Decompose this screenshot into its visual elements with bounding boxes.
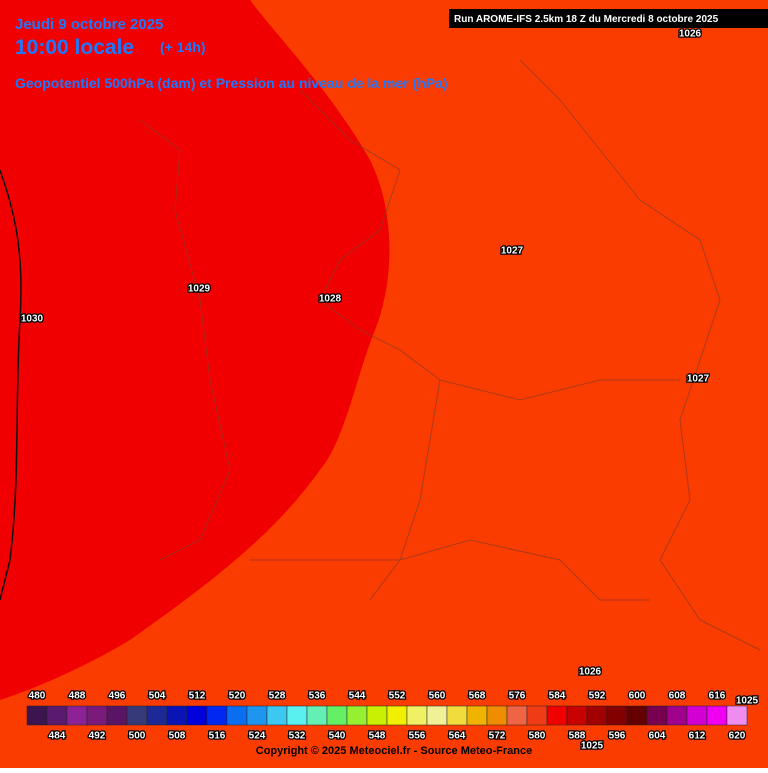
scale-swatch [486, 705, 508, 726]
scale-swatch [466, 705, 488, 726]
scale-label: 608 [669, 691, 686, 702]
scale-swatch [106, 705, 128, 726]
borders [139, 59, 761, 651]
copyright: Copyright © 2025 Meteociel.fr - Source M… [256, 745, 532, 757]
scale-swatch [426, 705, 448, 726]
scale-label: 528 [269, 691, 286, 702]
scale-label: 504 [149, 691, 166, 702]
scale-swatch [586, 705, 608, 726]
scale-swatch [706, 705, 728, 726]
scale-label: 588 [569, 731, 586, 742]
scale-swatch [626, 705, 648, 726]
scale-label: 572 [489, 731, 506, 742]
scale-swatch [86, 705, 108, 726]
scale-swatch [326, 705, 348, 726]
scale-label: 612 [689, 731, 706, 742]
scale-swatch [166, 705, 188, 726]
scale-swatch [266, 705, 288, 726]
date-label: Jeudi 9 octobre 2025 [15, 16, 163, 33]
scale-label: 544 [349, 691, 366, 702]
scale-swatch [546, 705, 568, 726]
run-label: Run AROME-IFS 2.5km 18 Z du Mercredi 8 o… [454, 14, 719, 25]
run-box [449, 9, 768, 28]
scale-label: 496 [109, 691, 126, 702]
scale-label: 616 [709, 691, 726, 702]
scale-label: 604 [649, 731, 666, 742]
scale-swatch [686, 705, 708, 726]
scale-label: 480 [29, 691, 46, 702]
red-region [0, 0, 390, 700]
scale-label: 584 [549, 691, 566, 702]
scale-swatch [386, 705, 408, 726]
scale-swatch [306, 705, 328, 726]
isobar-label: 1025 [581, 741, 604, 752]
scale-swatch [286, 705, 308, 726]
isobar-label: 1028 [319, 294, 342, 305]
scale-swatch [246, 705, 268, 726]
scale-swatch [66, 705, 88, 726]
scale-swatch [526, 705, 548, 726]
scale-label: 484 [49, 731, 66, 742]
scale-swatch [606, 705, 628, 726]
scale-label: 532 [289, 731, 306, 742]
scale-label: 568 [469, 691, 486, 702]
scale-label: 516 [209, 731, 226, 742]
time-label: 10:00 locale [15, 36, 134, 59]
scale-label: 592 [589, 691, 606, 702]
scale-label: 552 [389, 691, 406, 702]
scale-label: 492 [89, 731, 106, 742]
isobar-label: 1025 [736, 696, 759, 707]
scale-label: 524 [249, 731, 266, 742]
scale-swatch [26, 705, 48, 726]
scale-swatch [566, 705, 588, 726]
scale-label: 620 [729, 731, 746, 742]
scale-swatch [666, 705, 688, 726]
isobar-label: 1026 [579, 667, 602, 678]
isobar-label: 1027 [501, 246, 524, 257]
scale-label: 596 [609, 731, 626, 742]
offset-label: (+ 14h) [160, 39, 206, 55]
scale-label: 512 [189, 691, 206, 702]
scale-label: 520 [229, 691, 246, 702]
scale-swatch [446, 705, 468, 726]
scale-swatch [366, 705, 388, 726]
scale-swatch [506, 705, 528, 726]
scale-swatch [226, 705, 248, 726]
scale-label: 556 [409, 731, 426, 742]
scale-swatch [46, 705, 68, 726]
isobar-label: 1029 [188, 284, 211, 295]
scale-label: 508 [169, 731, 186, 742]
scale-label: 500 [129, 731, 146, 742]
scale-swatch [206, 705, 228, 726]
scale-label: 560 [429, 691, 446, 702]
scale-label: 576 [509, 691, 526, 702]
scale-label: 548 [369, 731, 386, 742]
scale-swatch [726, 705, 748, 726]
scale-label: 580 [529, 731, 546, 742]
scale-swatch [146, 705, 168, 726]
coastline [0, 169, 22, 601]
scale-swatch [126, 705, 148, 726]
isobar-label: 1030 [21, 314, 44, 325]
scale-swatch [406, 705, 428, 726]
scale-label: 536 [309, 691, 326, 702]
scale-swatch [346, 705, 368, 726]
isobar-label: 1026 [679, 29, 702, 40]
scale-label: 488 [69, 691, 86, 702]
scale-label: 540 [329, 731, 346, 742]
scale-label: 564 [449, 731, 466, 742]
scale-swatch [186, 705, 208, 726]
isobar-label: 1027 [687, 374, 710, 385]
scale-swatch [646, 705, 668, 726]
scale-label: 600 [629, 691, 646, 702]
product-label: Geopotentiel 500hPa (dam) et Pression au… [15, 75, 448, 91]
